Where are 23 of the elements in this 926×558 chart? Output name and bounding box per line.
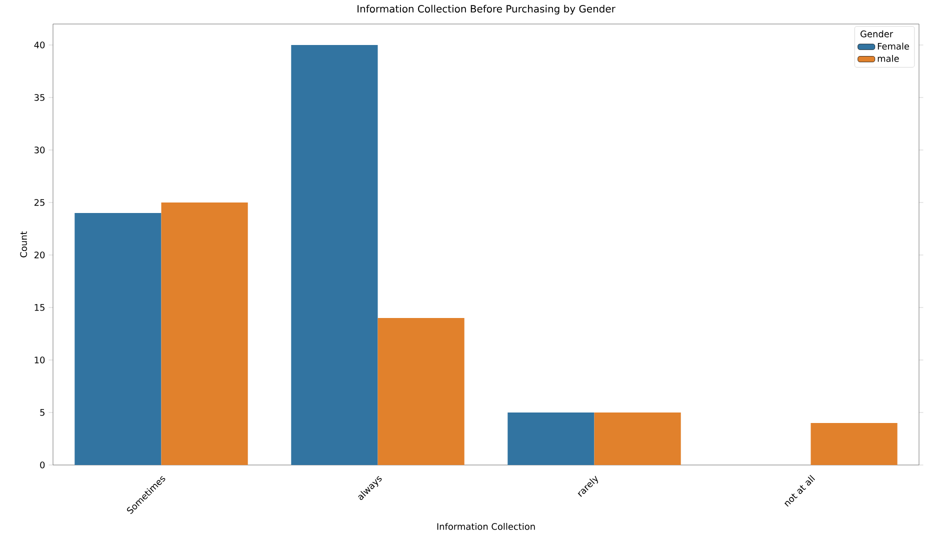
bar [74, 213, 162, 465]
chart-title: Information Collection Before Purchasing by Gender [358, 4, 616, 15]
bar [594, 412, 681, 465]
y-tick-label: 0 [40, 462, 45, 468]
bar [508, 412, 594, 465]
bar [378, 318, 464, 465]
y-axis-title: Count [20, 231, 27, 258]
y-tick-label: 25 [34, 199, 44, 206]
y-tick-label: 40 [34, 42, 45, 48]
bar [810, 423, 898, 465]
x-tick-label: not at all [784, 474, 815, 507]
legend-label: male [878, 54, 899, 62]
y-tick-label: 20 [34, 252, 45, 258]
y-tick-label: 35 [34, 94, 44, 101]
bar [291, 45, 378, 465]
y-tick-label: 30 [34, 146, 45, 154]
y-tick-label: 5 [40, 409, 44, 416]
bar [161, 202, 248, 465]
y-tick-label: 10 [34, 356, 45, 364]
legend-label: Female [878, 42, 910, 50]
y-tick-label: 15 [34, 304, 44, 311]
x-axis-title: Information Collection [437, 522, 535, 530]
legend-title: Gender [860, 30, 894, 38]
